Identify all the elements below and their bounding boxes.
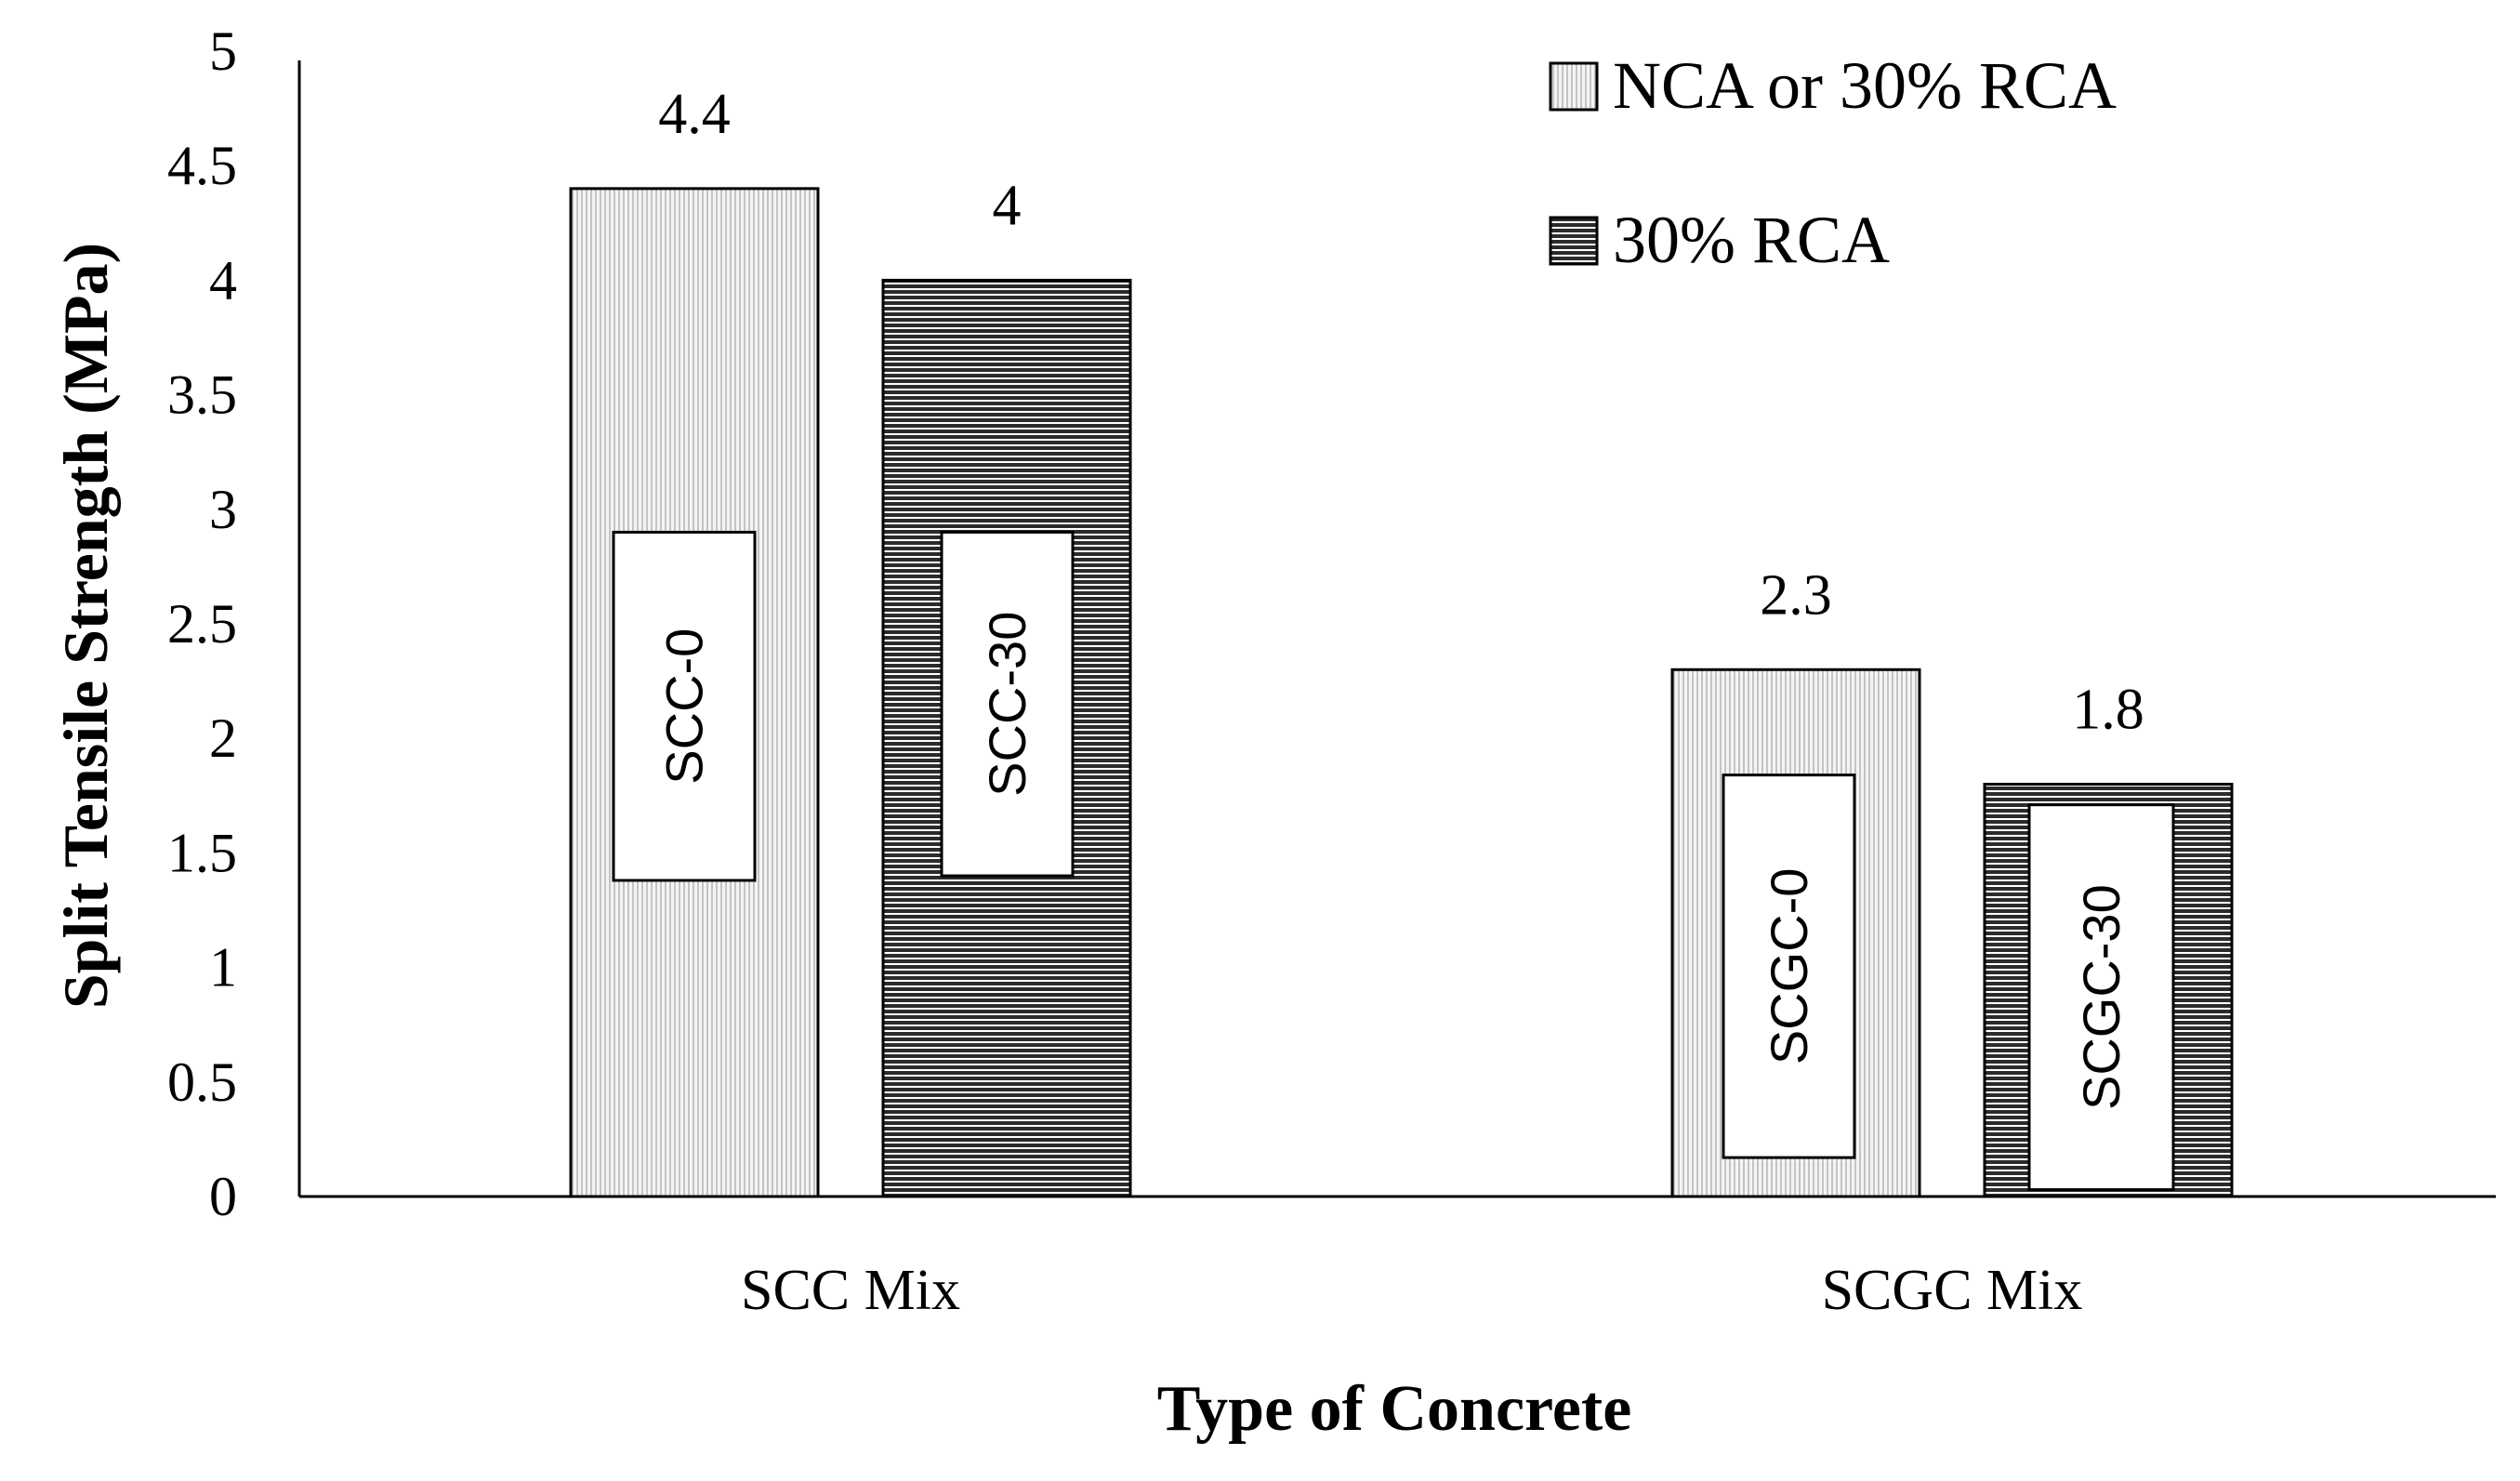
bar-inner-label: SCGC-30 [2072, 884, 2131, 1110]
bar-label-box [940, 530, 1075, 878]
bar-inner-label: SCGC-0 [1760, 868, 1818, 1065]
y-tick-label: 4.5 [167, 135, 237, 196]
bar-value-label: 4.4 [658, 83, 731, 146]
bar-label-box [612, 530, 757, 882]
y-tick-label: 3 [209, 479, 237, 540]
bar-label-box [1722, 774, 1856, 1159]
x-tick-label: SCC Mix [741, 1259, 960, 1322]
y-tick-label: 0.5 [167, 1051, 237, 1113]
bar-inner-label: SCC-30 [978, 612, 1036, 797]
y-tick-label: 2.5 [167, 593, 237, 655]
bar-value-label: 2.3 [1760, 563, 1832, 627]
y-tick-label: 1.5 [167, 822, 237, 883]
y-tick-label: 5 [209, 20, 237, 82]
bar-label-box [2027, 803, 2175, 1192]
y-tick-label: 0 [209, 1166, 237, 1227]
x-axis-title: Type of Concrete [1157, 1373, 1632, 1445]
legend-swatch [1549, 216, 1599, 266]
y-tick-label: 4 [209, 249, 237, 311]
legend-label: NCA or 30% RCA [1613, 48, 2117, 123]
legend-swatch [1549, 61, 1599, 112]
legend-label: 30% RCA [1613, 203, 1890, 277]
bar-inner-label: SCC-0 [655, 628, 714, 785]
y-axis-title: Split Tensile Strength (MPa) [50, 243, 121, 1009]
bar-value-label: 4 [993, 174, 1022, 237]
y-tick-label: 3.5 [167, 364, 237, 426]
y-tick-label: 1 [209, 937, 237, 998]
bar-value-label: 1.8 [2072, 678, 2144, 741]
x-tick-label: SCGC Mix [1822, 1259, 2083, 1322]
y-tick-label: 2 [209, 707, 237, 769]
